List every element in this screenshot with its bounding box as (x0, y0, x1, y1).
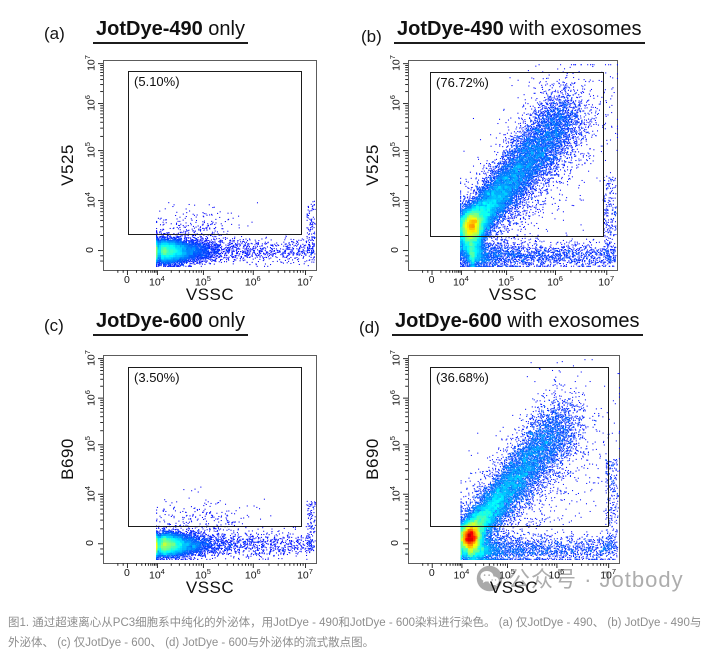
panel-c-plot-area: (3.50%) B690 VSSC 0 104 105 106 107 0 104 105 10… (58, 350, 325, 597)
panel-d-letter: (d) (359, 318, 380, 337)
panel-d-gate-label: (36.68%) (436, 370, 489, 386)
x-tick-label: 0 (124, 567, 130, 579)
panel-a-title: JotDye-490 only (93, 18, 248, 44)
panel-a-scatter-canvas (87, 56, 325, 288)
x-tick-label: 106 (547, 274, 563, 289)
panel-a-letter: (a) (44, 24, 65, 43)
panel-a-title-rest: only (202, 18, 245, 40)
y-tick-label: 104 (387, 485, 403, 502)
x-tick-label: 107 (598, 274, 615, 289)
panel-c-x-axis-label: VSSC (185, 578, 235, 597)
x-tick-label: 104 (148, 274, 165, 289)
x-tick-label: 106 (244, 274, 261, 289)
y-tick-label: 106 (387, 389, 403, 406)
x-tick-label: 106 (548, 567, 565, 582)
panel-b: (b) JotDye-490 with exosomes (76.72%) V5… (355, 10, 713, 305)
panel-c-title: JotDye-600 only (93, 310, 248, 336)
panel-d-title-strong: JotDye-600 (395, 310, 502, 332)
panel-b-plot-area: (76.72%) V525 VSSC 0 104 105 106 107 0 104 105 1… (363, 55, 626, 304)
y-tick-label: 104 (82, 192, 98, 208)
x-tick-label: 105 (195, 274, 211, 289)
panel-b-letter: (b) (361, 27, 382, 46)
panel-c-y-axis-label: B690 (58, 438, 77, 480)
x-tick-label: 107 (297, 274, 313, 289)
x-tick-label: 104 (452, 274, 469, 289)
panel-c-title-rest: only (202, 310, 245, 332)
panel-d-y-axis-label: B690 (363, 438, 382, 480)
y-tick-label: 105 (82, 436, 98, 453)
x-tick-label: 106 (244, 567, 261, 582)
panel-b-y-axis-label: V525 (363, 144, 382, 186)
y-tick-label: 104 (82, 485, 98, 502)
y-tick-label: 0 (389, 247, 401, 253)
x-tick-label: 107 (297, 567, 313, 582)
y-tick-label: 107 (387, 55, 403, 72)
panel-a-y-axis-label: V525 (58, 144, 77, 186)
panel-a: (a) JotDye-490 only (5.10%) V525 VSSC 0 1… (0, 10, 355, 305)
panel-c-title-strong: JotDye-600 (96, 310, 203, 332)
panel-a-gate-label: (5.10%) (134, 74, 180, 90)
y-tick-label: 104 (387, 192, 403, 208)
panel-b-title: JotDye-490 with exosomes (394, 18, 645, 44)
y-tick-label: 105 (387, 436, 403, 453)
y-tick-label: 106 (387, 95, 403, 111)
x-tick-label: 105 (498, 274, 514, 289)
panel-b-title-rest: with exosomes (503, 18, 642, 40)
y-tick-label: 0 (84, 540, 96, 547)
panel-c-letter: (c) (44, 316, 64, 335)
y-tick-label: 107 (387, 350, 403, 367)
y-tick-label: 105 (82, 142, 98, 159)
panel-d-plot-area: (36.68%) B690 VSSC 0 104 105 106 107 0 104 105 1… (363, 350, 628, 597)
panel-d-scatter-canvas (392, 351, 628, 581)
x-tick-label: 105 (195, 567, 211, 582)
panel-a-plot-area: (5.10%) V525 VSSC 0 104 105 106 107 0 104 105 10… (58, 55, 325, 304)
panel-a-title-strong: JotDye-490 (96, 18, 203, 40)
panel-d-x-axis-label: VSSC (489, 578, 539, 597)
panel-c-gate-rect: (3.50%) (128, 367, 303, 527)
x-tick-label: 0 (428, 274, 435, 286)
panel-d-gate-rect: (36.68%) (430, 367, 610, 527)
x-tick-label: 107 (600, 567, 617, 582)
panel-c-gate-label: (3.50%) (134, 370, 180, 386)
y-tick-label: 0 (389, 540, 401, 547)
y-tick-label: 107 (82, 350, 98, 367)
x-tick-label: 0 (428, 567, 435, 579)
panel-c: (c) JotDye-600 only (3.50%) B690 VSSC 0 1… (0, 305, 355, 605)
panel-b-gate-rect: (76.72%) (430, 71, 605, 237)
panel-a-gate-rect: (5.10%) (128, 71, 303, 236)
panel-d-title-rest: with exosomes (501, 310, 640, 332)
panel-b-x-axis-label: VSSC (488, 285, 538, 304)
panel-a-x-axis-label: VSSC (185, 285, 235, 304)
y-tick-label: 106 (82, 389, 98, 406)
y-tick-label: 0 (84, 247, 96, 253)
x-tick-label: 0 (124, 274, 130, 286)
y-tick-label: 107 (82, 55, 98, 72)
panel-d: (d) JotDye-600 with exosomes (36.68%) B6… (355, 305, 713, 605)
panel-b-title-strong: JotDye-490 (397, 18, 504, 40)
x-tick-label: 104 (453, 567, 470, 582)
figure-caption: 图1. 通过超速离心从PC3细胞系中纯化的外泌体，用JotDye - 490和J… (8, 617, 702, 650)
panel-c-scatter-canvas (87, 351, 325, 581)
y-tick-label: 106 (82, 95, 98, 111)
y-tick-label: 105 (387, 142, 403, 159)
panel-b-gate-label: (76.72%) (436, 74, 489, 90)
x-tick-label: 105 (499, 567, 515, 582)
panel-d-title: JotDye-600 with exosomes (392, 310, 643, 336)
x-tick-label: 104 (148, 567, 165, 582)
